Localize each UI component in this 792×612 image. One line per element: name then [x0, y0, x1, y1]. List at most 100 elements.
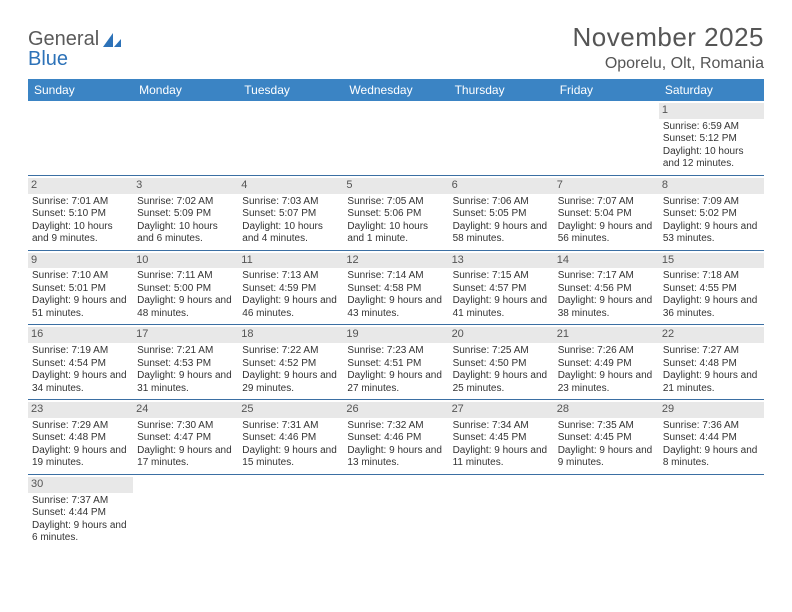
day-cell: 22Sunrise: 7:27 AMSunset: 4:48 PMDayligh…	[659, 325, 764, 399]
sunrise-text: Sunrise: 7:30 AM	[137, 420, 234, 433]
day-cell: 3Sunrise: 7:02 AMSunset: 5:09 PMDaylight…	[133, 176, 238, 250]
sunset-text: Sunset: 4:46 PM	[242, 432, 339, 445]
day-empty	[28, 101, 133, 175]
sunrise-text: Sunrise: 7:27 AM	[663, 345, 760, 358]
week-row: 23 Sunrise: 7:29 AMSunset: 4:48 PM Dayligh…	[28, 400, 764, 475]
day-number: 23	[28, 402, 133, 418]
weekday-sunday: Sunday	[28, 79, 133, 101]
sunset-text: Sunset: 4:47 PM	[137, 432, 234, 445]
day-number: 20	[449, 327, 554, 343]
brand-part2: Blue	[28, 48, 68, 71]
sunrise-text: Sunrise: 7:02 AM	[137, 196, 234, 209]
sunset-text: Sunset: 4:48 PM	[32, 432, 129, 445]
daylight-text: Daylight: 9 hours and 17 minutes.	[137, 445, 234, 470]
sail-icon	[101, 31, 123, 49]
day-cell: 2Sunrise: 7:01 AMSunset: 5:10 PMDaylight…	[28, 176, 133, 250]
daylight-text: Daylight: 9 hours and 58 minutes.	[453, 221, 550, 246]
daylight-text: Daylight: 9 hours and 31 minutes.	[137, 370, 234, 395]
sunrise-text: Sunrise: 7:21 AM	[137, 345, 234, 358]
day-empty	[554, 101, 659, 175]
sunset-text: Sunset: 4:55 PM	[663, 283, 760, 296]
sunrise-text: Sunrise: 7:26 AM	[558, 345, 655, 358]
sunset-text: Sunset: 4:59 PM	[242, 283, 339, 296]
sunset-text: Sunset: 4:45 PM	[453, 432, 550, 445]
daylight-text: Daylight: 9 hours and 34 minutes.	[32, 370, 129, 395]
sunset-text: Sunset: 4:48 PM	[663, 358, 760, 371]
day-cell: 29Sunrise: 7:36 AMSunset: 4:44 PMDayligh…	[659, 400, 764, 474]
sunrise-text: Sunrise: 7:34 AM	[453, 420, 550, 433]
weekday-saturday: Saturday	[659, 79, 764, 101]
daylight-text: Daylight: 9 hours and 51 minutes.	[32, 295, 129, 320]
sunset-text: Sunset: 4:49 PM	[558, 358, 655, 371]
sunset-text: Sunset: 4:51 PM	[347, 358, 444, 371]
day-number: 7	[554, 178, 659, 194]
sunrise-text: Sunrise: 7:18 AM	[663, 270, 760, 283]
day-number: 2	[28, 178, 133, 194]
week-row: 1Sunrise: 6:59 AMSunset: 5:12 PMDaylight…	[28, 101, 764, 176]
sunset-text: Sunset: 5:07 PM	[242, 208, 339, 221]
sunset-text: Sunset: 5:00 PM	[137, 283, 234, 296]
sunset-text: Sunset: 5:05 PM	[453, 208, 550, 221]
daylight-text: Daylight: 10 hours and 6 minutes.	[137, 221, 234, 246]
day-number: 22	[659, 327, 764, 343]
day-number: 6	[449, 178, 554, 194]
sunrise-text: Sunrise: 7:10 AM	[32, 270, 129, 283]
daylight-text: Daylight: 9 hours and 11 minutes.	[453, 445, 550, 470]
day-number: 30	[28, 477, 133, 493]
day-number: 29	[659, 402, 764, 418]
day-number: 1	[659, 103, 764, 119]
sunrise-text: Sunrise: 6:59 AM	[663, 121, 760, 134]
weeks-container: 1Sunrise: 6:59 AMSunset: 5:12 PMDaylight…	[28, 101, 764, 549]
day-number: 24	[133, 402, 238, 418]
sunset-text: Sunset: 4:53 PM	[137, 358, 234, 371]
daylight-text: Daylight: 9 hours and 9 minutes.	[558, 445, 655, 470]
day-empty	[554, 475, 659, 549]
calendar-grid: SundayMondayTuesdayWednesdayThursdayFrid…	[28, 79, 764, 549]
day-number: 9	[28, 253, 133, 269]
sunrise-text: Sunrise: 7:05 AM	[347, 196, 444, 209]
sunrise-text: Sunrise: 7:19 AM	[32, 345, 129, 358]
daylight-text: Daylight: 9 hours and 29 minutes.	[242, 370, 339, 395]
daylight-text: Daylight: 10 hours and 4 minutes.	[242, 221, 339, 246]
daylight-text: Daylight: 9 hours and 15 minutes.	[242, 445, 339, 470]
sunrise-text: Sunrise: 7:06 AM	[453, 196, 550, 209]
week-row: 16Sunrise: 7:19 AMSunset: 4:54 PMDayligh…	[28, 325, 764, 400]
sunrise-text: Sunrise: 7:29 AM	[32, 420, 129, 433]
sunset-text: Sunset: 5:02 PM	[663, 208, 760, 221]
day-cell: 11Sunrise: 7:13 AMSunset: 4:59 PMDayligh…	[238, 251, 343, 325]
day-empty	[133, 475, 238, 549]
week-row: 30Sunrise: 7:37 AMSunset: 4:44 PMDayligh…	[28, 475, 764, 549]
day-number: 21	[554, 327, 659, 343]
daylight-text: Daylight: 9 hours and 43 minutes.	[347, 295, 444, 320]
sunset-text: Sunset: 4:58 PM	[347, 283, 444, 296]
day-cell: 7Sunrise: 7:07 AMSunset: 5:04 PMDaylight…	[554, 176, 659, 250]
day-cell: 27Sunrise: 7:34 AMSunset: 4:45 PMDayligh…	[449, 400, 554, 474]
daylight-text: Daylight: 9 hours and 27 minutes.	[347, 370, 444, 395]
sunset-text: Sunset: 4:54 PM	[32, 358, 129, 371]
day-cell: 28Sunrise: 7:35 AMSunset: 4:45 PMDayligh…	[554, 400, 659, 474]
sunrise-text: Sunrise: 7:17 AM	[558, 270, 655, 283]
day-empty	[133, 101, 238, 175]
sunrise-text: Sunrise: 7:03 AM	[242, 196, 339, 209]
day-cell: 6 Sunrise: 7:06 AMSunset: 5:05 PMDaylight…	[449, 176, 554, 250]
daylight-text: Daylight: 9 hours and 41 minutes.	[453, 295, 550, 320]
day-cell: 5Sunrise: 7:05 AMSunset: 5:06 PMDaylight…	[343, 176, 448, 250]
sunset-text: Sunset: 5:09 PM	[137, 208, 234, 221]
day-cell: 19Sunrise: 7:23 AMSunset: 4:51 PMDayligh…	[343, 325, 448, 399]
weekday-header-row: SundayMondayTuesdayWednesdayThursdayFrid…	[28, 79, 764, 101]
day-empty	[449, 101, 554, 175]
sunrise-text: Sunrise: 7:25 AM	[453, 345, 550, 358]
sunrise-text: Sunrise: 7:11 AM	[137, 270, 234, 283]
day-number: 13	[449, 253, 554, 269]
day-cell: 30Sunrise: 7:37 AMSunset: 4:44 PMDayligh…	[28, 475, 133, 549]
day-cell: 4Sunrise: 7:03 AMSunset: 5:07 PMDaylight…	[238, 176, 343, 250]
sunrise-text: Sunrise: 7:15 AM	[453, 270, 550, 283]
day-empty	[343, 475, 448, 549]
sunrise-text: Sunrise: 7:32 AM	[347, 420, 444, 433]
sunset-text: Sunset: 4:57 PM	[453, 283, 550, 296]
day-number: 14	[554, 253, 659, 269]
day-number: 12	[343, 253, 448, 269]
sunset-text: Sunset: 4:50 PM	[453, 358, 550, 371]
daylight-text: Daylight: 9 hours and 23 minutes.	[558, 370, 655, 395]
sunset-text: Sunset: 4:44 PM	[32, 507, 129, 520]
